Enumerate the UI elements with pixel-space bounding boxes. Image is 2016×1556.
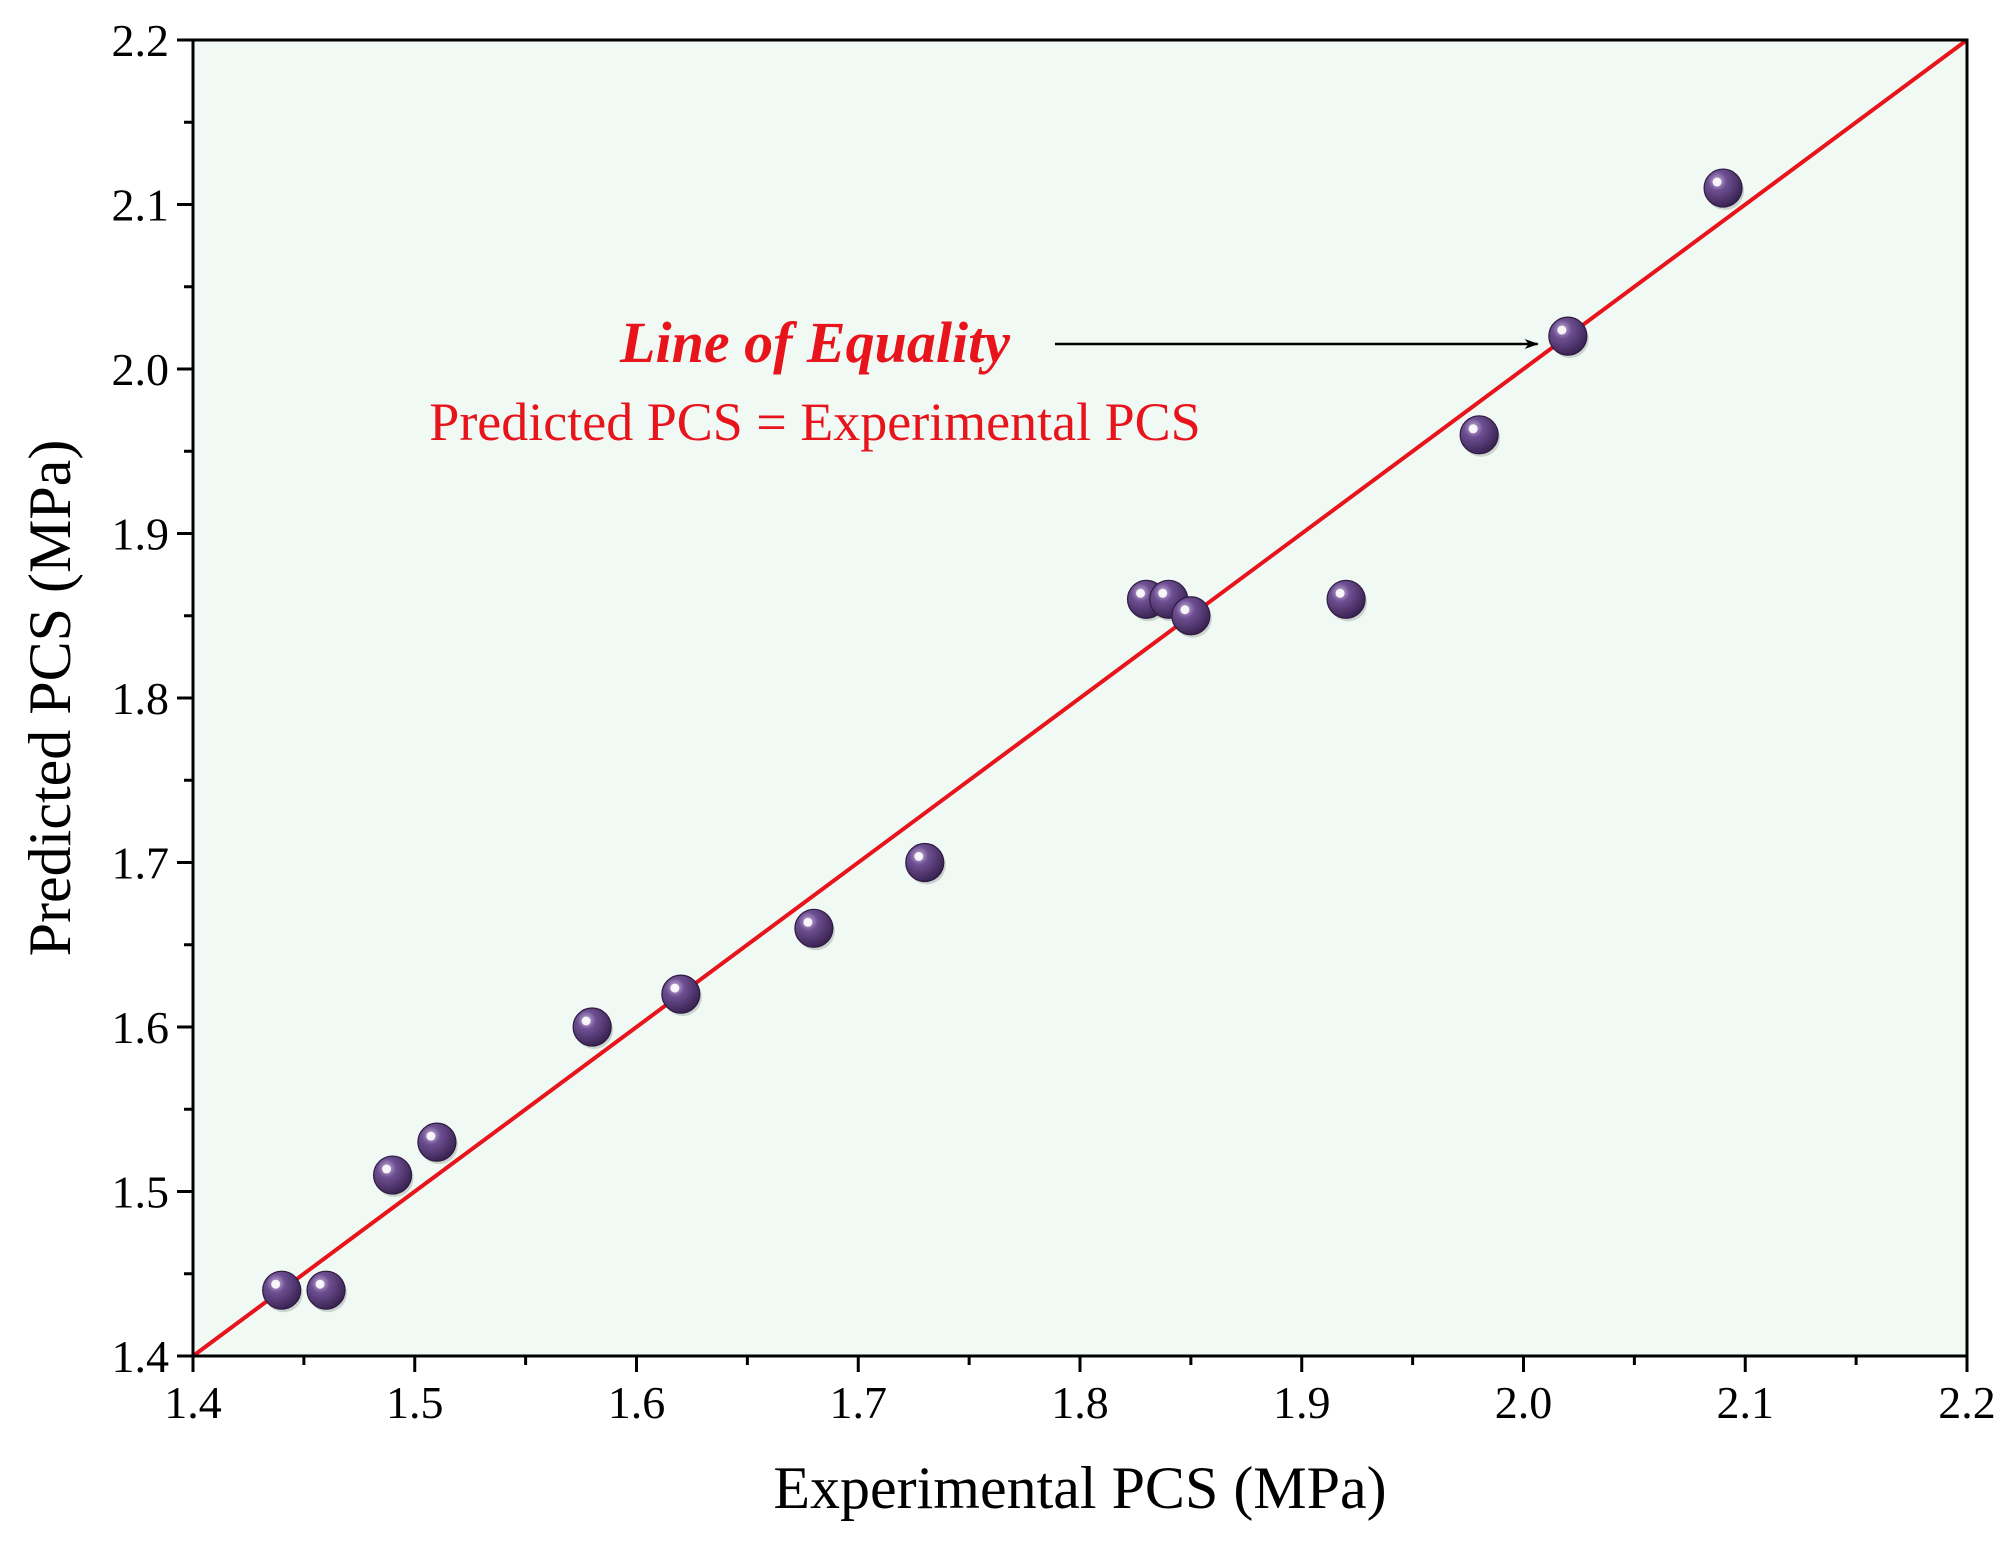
data-point-highlight <box>426 1131 436 1141</box>
x-tick-label: 2.2 <box>1938 1377 1996 1428</box>
data-point-highlight <box>581 1016 591 1026</box>
y-tick-label: 1.4 <box>112 1331 170 1382</box>
data-point-highlight <box>670 983 680 993</box>
data-point <box>417 1122 458 1165</box>
data-point <box>905 842 946 885</box>
data-point-highlight <box>1158 588 1168 598</box>
y-axis-label: Predicted PCS (MPa) <box>17 440 83 957</box>
y-tick-label: 2.2 <box>112 15 170 66</box>
data-point-marker <box>794 908 834 948</box>
data-point <box>262 1270 303 1313</box>
data-point <box>794 908 835 951</box>
data-point-marker <box>1703 168 1743 208</box>
data-point-highlight <box>1468 424 1478 434</box>
data-point <box>661 974 702 1017</box>
x-tick-label: 1.8 <box>1051 1377 1109 1428</box>
data-point <box>1548 316 1589 359</box>
data-point-marker <box>905 842 945 883</box>
y-tick-label: 2.0 <box>112 344 170 395</box>
data-point-marker <box>1326 579 1366 619</box>
data-point-highlight <box>914 852 924 861</box>
data-point-highlight <box>1712 177 1722 187</box>
x-tick-label: 2.0 <box>1495 1377 1553 1428</box>
data-point-marker <box>262 1270 302 1310</box>
data-point-highlight <box>1180 605 1190 615</box>
data-point <box>572 1007 614 1049</box>
data-point-marker <box>572 1007 612 1047</box>
data-point-marker <box>1548 316 1588 356</box>
data-point-marker <box>306 1270 346 1310</box>
data-point <box>372 1155 414 1198</box>
x-tick-label: 1.5 <box>386 1377 444 1428</box>
y-tick-label: 1.7 <box>112 838 170 889</box>
x-tick-label: 1.9 <box>1273 1377 1331 1428</box>
data-point <box>1171 596 1212 638</box>
data-point-highlight <box>315 1279 325 1289</box>
data-point-highlight <box>382 1164 392 1174</box>
data-point-marker <box>1171 596 1211 636</box>
data-point-highlight <box>1557 325 1567 335</box>
x-tick-label: 1.7 <box>830 1377 888 1428</box>
data-point <box>1459 415 1501 457</box>
data-point <box>306 1270 348 1313</box>
data-point-highlight <box>1136 588 1146 598</box>
x-tick-label: 2.1 <box>1717 1377 1775 1428</box>
y-tick-label: 1.8 <box>112 673 170 724</box>
annotation-title: Line of Equality <box>619 310 1010 375</box>
annotation-subtitle: Predicted PCS = Experimental PCS <box>429 392 1200 452</box>
y-tick-label: 1.5 <box>112 1167 170 1218</box>
x-tick-label: 1.4 <box>164 1377 222 1428</box>
x-axis-label: Experimental PCS (MPa) <box>773 1455 1386 1521</box>
y-tick-label: 2.1 <box>112 180 170 231</box>
x-tick-label: 1.6 <box>608 1377 666 1428</box>
data-point-highlight <box>1335 588 1345 598</box>
y-tick-label: 1.6 <box>112 1002 170 1053</box>
data-point <box>1703 168 1745 211</box>
data-point-highlight <box>271 1279 281 1289</box>
y-tick-label: 1.9 <box>112 509 170 560</box>
equality-line <box>191 38 1969 1358</box>
data-point-marker <box>372 1155 413 1195</box>
data-point-highlight <box>803 917 813 927</box>
data-point-marker <box>661 974 701 1014</box>
data-point <box>1326 579 1368 622</box>
data-point-marker <box>417 1122 457 1162</box>
data-point-marker <box>1459 415 1499 455</box>
